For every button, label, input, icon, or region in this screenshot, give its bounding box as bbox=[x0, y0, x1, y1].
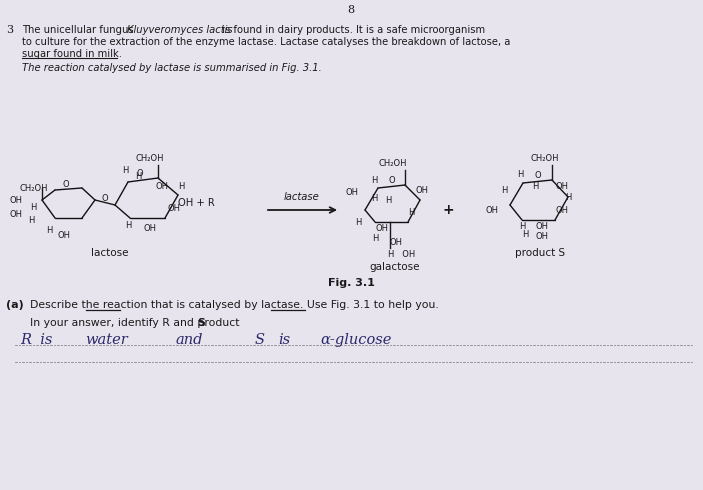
Text: The unicellular fungus: The unicellular fungus bbox=[22, 25, 137, 35]
Text: CH₂OH: CH₂OH bbox=[531, 154, 560, 163]
Text: OH: OH bbox=[536, 221, 549, 230]
Text: H: H bbox=[408, 207, 414, 217]
Text: OH: OH bbox=[555, 181, 568, 191]
Text: is found in dairy products. It is a safe microorganism: is found in dairy products. It is a safe… bbox=[219, 25, 485, 35]
Text: H: H bbox=[122, 166, 128, 174]
Text: lactase: lactase bbox=[284, 192, 320, 202]
Text: OH: OH bbox=[375, 223, 388, 232]
Text: OH: OH bbox=[485, 205, 498, 215]
Text: H: H bbox=[125, 220, 131, 229]
Text: to culture for the extraction of the enzyme lactase. Lactase catalyses the break: to culture for the extraction of the enz… bbox=[22, 37, 510, 47]
Text: water: water bbox=[85, 333, 128, 347]
Text: H: H bbox=[522, 229, 529, 239]
Text: CH₂OH: CH₂OH bbox=[136, 154, 165, 163]
Text: S: S bbox=[255, 333, 265, 347]
Text: Kluyveromyces lactis: Kluyveromyces lactis bbox=[127, 25, 233, 35]
Text: OH: OH bbox=[10, 210, 23, 219]
Text: and: and bbox=[175, 333, 202, 347]
Text: S: S bbox=[198, 318, 205, 328]
Text: OH: OH bbox=[345, 188, 358, 196]
Text: (a): (a) bbox=[6, 300, 24, 310]
Text: H: H bbox=[385, 196, 391, 204]
Text: OH: OH bbox=[155, 181, 168, 191]
Text: 3: 3 bbox=[6, 25, 13, 35]
Text: Describe the reaction that is catalysed by lactase. Use Fig. 3.1 to help you.: Describe the reaction that is catalysed … bbox=[30, 300, 439, 310]
Text: .: . bbox=[202, 318, 205, 328]
Text: H: H bbox=[135, 172, 141, 180]
Text: The reaction catalysed by lactase is summarised in Fig. 3.1.: The reaction catalysed by lactase is sum… bbox=[22, 63, 322, 73]
Text: H   OH: H OH bbox=[388, 250, 415, 259]
Text: OH: OH bbox=[10, 196, 23, 204]
Text: H: H bbox=[372, 234, 378, 243]
Text: H: H bbox=[46, 225, 53, 235]
Text: H: H bbox=[30, 202, 37, 212]
Text: lactose: lactose bbox=[91, 248, 129, 258]
Text: H: H bbox=[517, 170, 523, 178]
Text: H: H bbox=[178, 181, 184, 191]
Text: H: H bbox=[502, 186, 508, 195]
Text: H: H bbox=[356, 218, 362, 226]
Text: galactose: galactose bbox=[370, 262, 420, 272]
Text: OH: OH bbox=[144, 223, 157, 232]
Text: OH: OH bbox=[167, 203, 180, 213]
Text: H: H bbox=[370, 175, 378, 185]
Text: α-glucose: α-glucose bbox=[320, 333, 392, 347]
Text: Fig. 3.1: Fig. 3.1 bbox=[328, 278, 375, 288]
Text: H: H bbox=[370, 194, 378, 202]
Text: OH: OH bbox=[415, 186, 428, 195]
Text: OH: OH bbox=[57, 230, 70, 240]
Text: R  is: R is bbox=[20, 333, 53, 347]
Text: CH₂OH: CH₂OH bbox=[379, 159, 407, 168]
Text: OH: OH bbox=[535, 231, 548, 241]
Text: H: H bbox=[531, 181, 538, 191]
Text: OH: OH bbox=[555, 205, 568, 215]
Text: +: + bbox=[442, 203, 454, 217]
Text: O: O bbox=[102, 194, 108, 202]
Text: O: O bbox=[136, 169, 143, 177]
Text: product S: product S bbox=[515, 248, 565, 258]
Text: H: H bbox=[565, 193, 572, 201]
Text: CH₂OH: CH₂OH bbox=[20, 183, 49, 193]
Text: H: H bbox=[519, 221, 525, 230]
Text: O: O bbox=[389, 175, 395, 185]
Text: OH + R: OH + R bbox=[178, 198, 214, 208]
Text: sugar found in milk.: sugar found in milk. bbox=[22, 49, 122, 59]
Text: H: H bbox=[28, 216, 34, 224]
Text: In your answer, identify R and product: In your answer, identify R and product bbox=[30, 318, 243, 328]
Text: 8: 8 bbox=[347, 5, 354, 15]
Text: O: O bbox=[63, 179, 70, 189]
Text: OH: OH bbox=[390, 238, 403, 246]
Text: is: is bbox=[278, 333, 290, 347]
Text: O: O bbox=[535, 171, 541, 179]
